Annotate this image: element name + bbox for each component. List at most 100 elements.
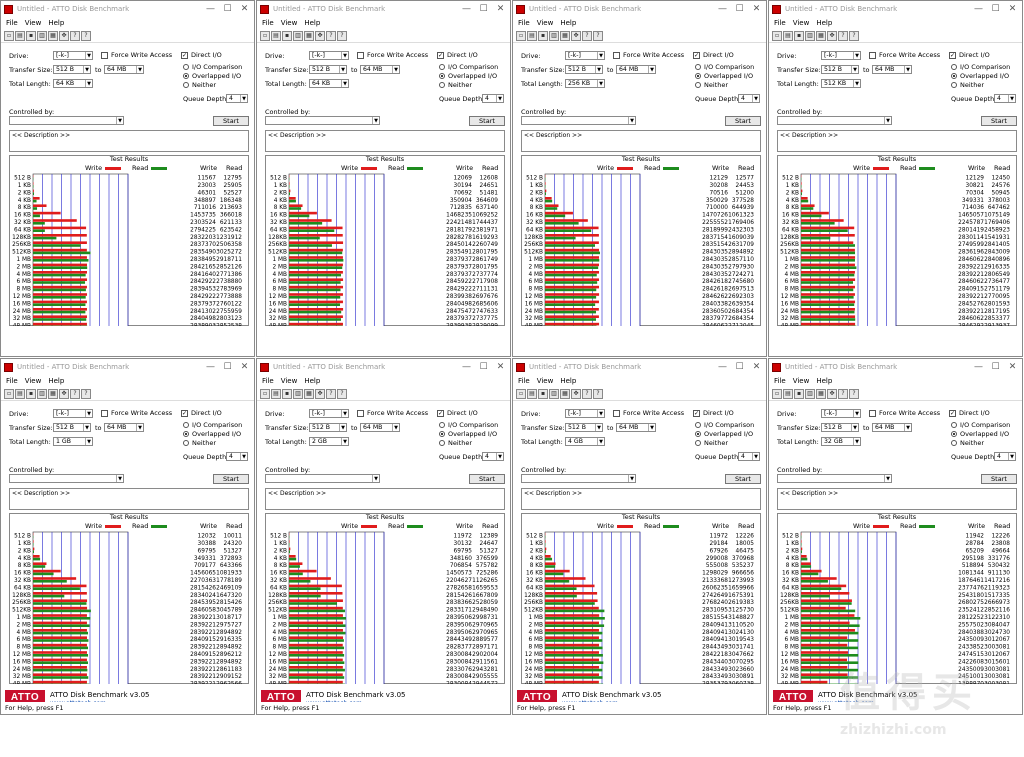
- start-button[interactable]: Start: [213, 116, 249, 126]
- direct-io-check[interactable]: ✓: [693, 409, 700, 417]
- open-icon[interactable]: ▤: [527, 30, 537, 41]
- move-icon[interactable]: ✥: [571, 388, 581, 399]
- menu-item[interactable]: View: [24, 19, 42, 27]
- transfer-from-select[interactable]: 512 B ▼: [309, 423, 347, 432]
- total-length-select[interactable]: 4 GB ▼: [565, 437, 605, 446]
- close-icon[interactable]: ✕: [1008, 3, 1017, 14]
- context-help-icon[interactable]: ?: [337, 388, 347, 399]
- transfer-from-select[interactable]: 512 B ▼: [821, 423, 859, 432]
- queue-depth-select[interactable]: 4 ▼: [994, 94, 1016, 103]
- preview-icon[interactable]: ▦: [560, 388, 570, 399]
- chevron-down-icon[interactable]: ▼: [341, 410, 348, 417]
- io-comparison-radio[interactable]: I/O Comparison: [695, 421, 754, 429]
- chevron-down-icon[interactable]: ▼: [116, 475, 123, 482]
- new-icon[interactable]: ▫: [772, 30, 782, 41]
- menu-item[interactable]: View: [792, 19, 810, 27]
- total-length-select[interactable]: 2 GB ▼: [309, 437, 349, 446]
- preview-icon[interactable]: ▦: [816, 30, 826, 41]
- save-icon[interactable]: ▪: [538, 30, 548, 41]
- force-write-check[interactable]: [613, 51, 620, 59]
- maximize-icon[interactable]: ☐: [991, 3, 1000, 14]
- chevron-down-icon[interactable]: ▼: [240, 95, 247, 102]
- drive-select[interactable]: [-k-] ▼: [821, 51, 861, 60]
- save-icon[interactable]: ▪: [26, 30, 36, 41]
- chevron-down-icon[interactable]: ▼: [372, 117, 379, 124]
- chevron-down-icon[interactable]: ▼: [597, 52, 604, 59]
- neither-radio-dot[interactable]: [183, 440, 189, 446]
- drive-select[interactable]: [-k-] ▼: [53, 409, 93, 418]
- io-comparison-radio[interactable]: I/O Comparison: [695, 63, 754, 71]
- maximize-icon[interactable]: ☐: [479, 3, 488, 14]
- move-icon[interactable]: ✥: [315, 30, 325, 41]
- move-icon[interactable]: ✥: [59, 388, 69, 399]
- close-icon[interactable]: ✕: [752, 3, 761, 14]
- start-button[interactable]: Start: [469, 474, 505, 484]
- overlapped-io-radio-dot[interactable]: [183, 73, 189, 79]
- minimize-icon[interactable]: —: [206, 361, 215, 372]
- overlapped-io-radio[interactable]: Overlapped I/O: [951, 430, 1009, 438]
- menu-item[interactable]: Help: [304, 377, 321, 385]
- transfer-to-select[interactable]: 64 MB ▼: [104, 65, 144, 74]
- description-field[interactable]: << Description >>: [9, 488, 249, 510]
- neither-radio[interactable]: Neither: [183, 81, 216, 89]
- direct-io-checkbox[interactable]: ✓ Direct I/O: [437, 51, 478, 59]
- menu-item[interactable]: File: [774, 19, 786, 27]
- description-field[interactable]: << Description >>: [777, 130, 1017, 152]
- transfer-from-select[interactable]: 512 B ▼: [821, 65, 859, 74]
- open-icon[interactable]: ▤: [783, 30, 793, 41]
- open-icon[interactable]: ▤: [271, 30, 281, 41]
- total-length-select[interactable]: 32 GB ▼: [821, 437, 861, 446]
- print-icon[interactable]: ▥: [293, 388, 303, 399]
- controlled-by-select[interactable]: ▼: [777, 116, 892, 125]
- io-comparison-radio-dot[interactable]: [183, 64, 189, 70]
- transfer-from-select[interactable]: 512 B ▼: [53, 65, 91, 74]
- save-icon[interactable]: ▪: [26, 388, 36, 399]
- queue-depth-select[interactable]: 4 ▼: [994, 452, 1016, 461]
- save-icon[interactable]: ▪: [282, 30, 292, 41]
- chevron-down-icon[interactable]: ▼: [392, 66, 399, 73]
- save-icon[interactable]: ▪: [282, 388, 292, 399]
- overlapped-io-radio-dot[interactable]: [439, 73, 445, 79]
- chevron-down-icon[interactable]: ▼: [341, 52, 348, 59]
- menu-item[interactable]: Help: [304, 19, 321, 27]
- transfer-from-select[interactable]: 512 B ▼: [565, 423, 603, 432]
- direct-io-check[interactable]: ✓: [181, 409, 188, 417]
- open-icon[interactable]: ▤: [15, 388, 25, 399]
- queue-depth-select[interactable]: 4 ▼: [482, 94, 504, 103]
- menu-item[interactable]: Help: [48, 377, 65, 385]
- direct-io-check[interactable]: ✓: [437, 51, 444, 59]
- minimize-icon[interactable]: —: [206, 3, 215, 14]
- context-help-icon[interactable]: ?: [849, 30, 859, 41]
- start-button[interactable]: Start: [981, 116, 1017, 126]
- help-icon[interactable]: ?: [838, 388, 848, 399]
- context-help-icon[interactable]: ?: [337, 30, 347, 41]
- start-button[interactable]: Start: [725, 116, 761, 126]
- io-comparison-radio-dot[interactable]: [695, 422, 701, 428]
- chevron-down-icon[interactable]: ▼: [595, 66, 602, 73]
- print-icon[interactable]: ▥: [549, 388, 559, 399]
- menu-item[interactable]: View: [280, 19, 298, 27]
- print-icon[interactable]: ▥: [37, 30, 47, 41]
- menu-item[interactable]: File: [518, 19, 530, 27]
- queue-depth-select[interactable]: 4 ▼: [482, 452, 504, 461]
- preview-icon[interactable]: ▦: [304, 388, 314, 399]
- menu-item[interactable]: File: [6, 19, 18, 27]
- controlled-by-select[interactable]: ▼: [777, 474, 892, 483]
- transfer-from-select[interactable]: 512 B ▼: [309, 65, 347, 74]
- chevron-down-icon[interactable]: ▼: [853, 80, 860, 87]
- chevron-down-icon[interactable]: ▼: [628, 475, 635, 482]
- neither-radio[interactable]: Neither: [439, 439, 472, 447]
- chevron-down-icon[interactable]: ▼: [853, 410, 860, 417]
- title-bar[interactable]: Untitled - ATTO Disk Benchmark — ☐ ✕: [257, 359, 510, 375]
- help-icon[interactable]: ?: [70, 30, 80, 41]
- minimize-icon[interactable]: —: [718, 361, 727, 372]
- direct-io-checkbox[interactable]: ✓ Direct I/O: [181, 409, 222, 417]
- force-write-check[interactable]: [613, 409, 620, 417]
- total-length-select[interactable]: 512 KB ▼: [821, 79, 861, 88]
- chevron-down-icon[interactable]: ▼: [341, 438, 348, 445]
- queue-depth-select[interactable]: 4 ▼: [738, 94, 760, 103]
- close-icon[interactable]: ✕: [496, 3, 505, 14]
- chevron-down-icon[interactable]: ▼: [648, 66, 655, 73]
- controlled-by-select[interactable]: ▼: [9, 474, 124, 483]
- chevron-down-icon[interactable]: ▼: [597, 410, 604, 417]
